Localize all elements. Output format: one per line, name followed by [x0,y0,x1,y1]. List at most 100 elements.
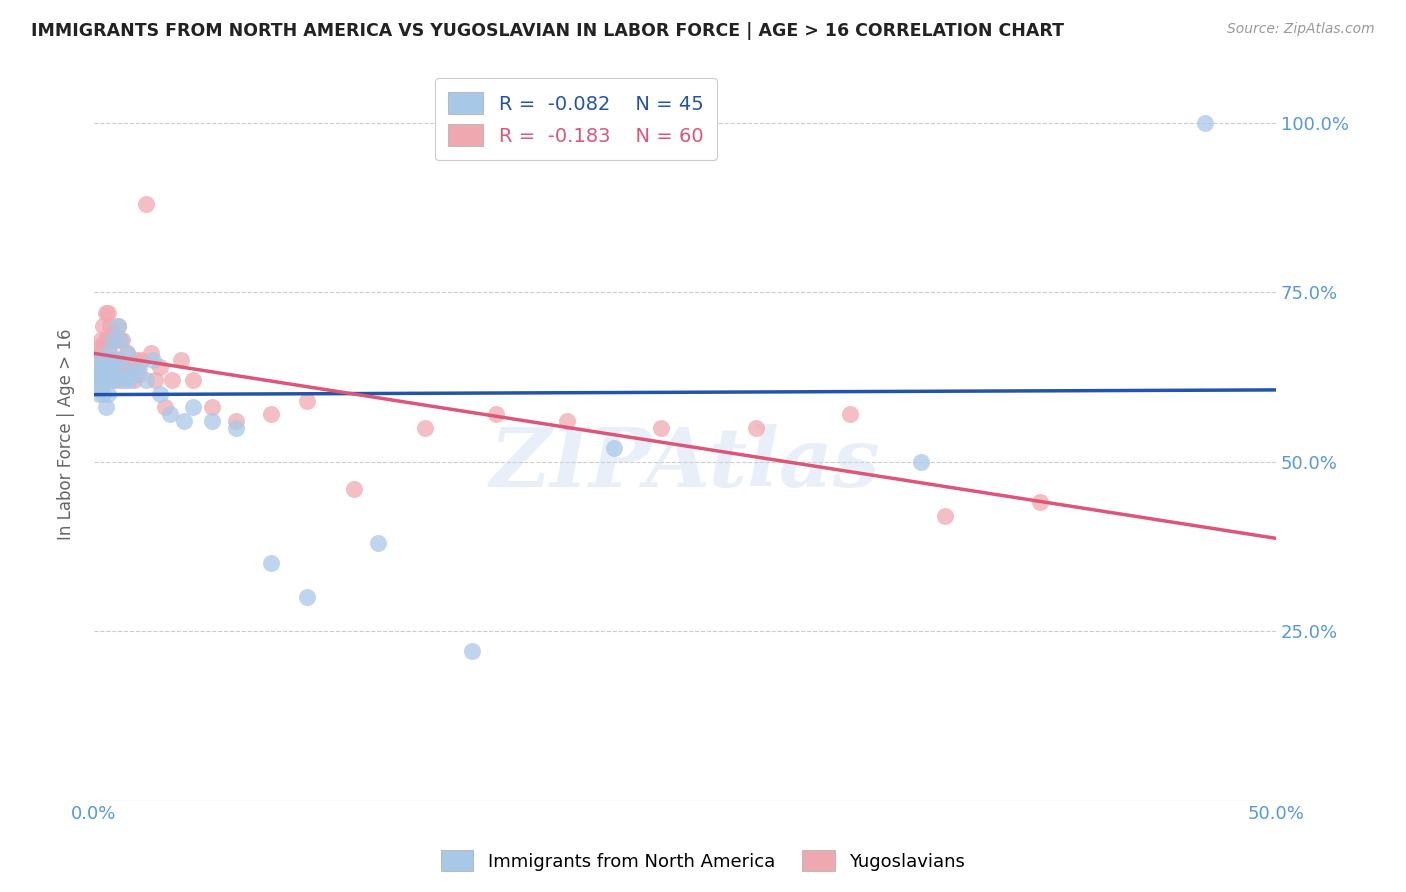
Point [93,339,115,353]
Point [111,333,134,347]
Point [135,197,157,211]
Point [90,339,112,353]
Point [90,367,112,381]
Point [90,380,112,394]
Point [745,421,768,435]
Point [260,407,283,421]
Point [118,367,141,381]
Point [97,367,120,381]
Point [107,319,129,334]
Point [295,591,318,605]
Point [93,373,115,387]
Point [111,359,134,374]
Point [128,359,150,374]
Text: ZIPAtlas: ZIPAtlas [489,424,880,504]
Point [84,373,107,387]
Point [100,346,122,360]
Point [145,373,167,387]
Point [87,373,110,387]
Point [84,359,107,374]
Point [181,373,204,387]
Point [94,353,117,368]
Text: IMMIGRANTS FROM NORTH AMERICA VS YUGOSLAVIAN IN LABOR FORCE | AGE > 16 CORRELATI: IMMIGRANTS FROM NORTH AMERICA VS YUGOSLA… [31,22,1064,40]
Point [225,421,247,435]
Point [485,407,508,421]
Point [650,421,672,435]
Y-axis label: In Labor Force | Age > 16: In Labor Force | Age > 16 [58,329,75,541]
Point [934,508,956,523]
Point [90,333,112,347]
Point [101,353,124,368]
Point [90,353,112,368]
Point [87,387,110,401]
Point [104,373,127,387]
Point [142,353,165,368]
Point [170,353,193,368]
Point [107,319,129,334]
Point [87,353,110,368]
Point [129,353,152,368]
Point [153,401,176,415]
Point [87,367,110,381]
Point [910,455,932,469]
Text: Source: ZipAtlas.com: Source: ZipAtlas.com [1227,22,1375,37]
Point [94,333,117,347]
Point [101,373,124,387]
Point [93,353,115,368]
Point [181,401,204,415]
Point [101,326,124,340]
Point [149,387,172,401]
Point [260,557,283,571]
Point [118,373,141,387]
Point [93,359,115,374]
Point [173,414,195,428]
Point [122,373,145,387]
Point [97,353,120,368]
Point [139,346,162,360]
Point [839,407,862,421]
Point [94,305,117,319]
Point [461,644,484,658]
Point [555,414,578,428]
Point [1028,495,1050,509]
Point [108,333,131,347]
Point [201,401,224,415]
Point [160,373,183,387]
Point [135,373,157,387]
Point [93,387,115,401]
Point [84,367,107,381]
Point [94,353,117,368]
Point [128,367,150,381]
Point [93,319,115,334]
Point [159,407,181,421]
Point [603,441,626,455]
Point [1194,116,1216,130]
Point [114,373,136,387]
Point [125,353,148,368]
Point [90,353,112,368]
Point [122,367,145,381]
Point [97,333,120,347]
Point [107,353,129,368]
Point [97,387,120,401]
Point [201,414,224,428]
Point [107,353,129,368]
Point [84,367,107,381]
Point [343,482,366,496]
Point [104,333,127,347]
Point [94,401,117,415]
Point [101,333,124,347]
Point [104,359,127,374]
Point [114,367,136,381]
Legend: R =  -0.082    N = 45, R =  -0.183    N = 60: R = -0.082 N = 45, R = -0.183 N = 60 [434,78,717,160]
Point [100,367,122,381]
Legend: Immigrants from North America, Yugoslavians: Immigrants from North America, Yugoslavi… [433,843,973,879]
Point [108,333,131,347]
Point [121,359,143,374]
Point [108,373,131,387]
Point [87,346,110,360]
Point [367,536,389,550]
Point [295,393,318,408]
Point [115,346,138,360]
Point [115,346,138,360]
